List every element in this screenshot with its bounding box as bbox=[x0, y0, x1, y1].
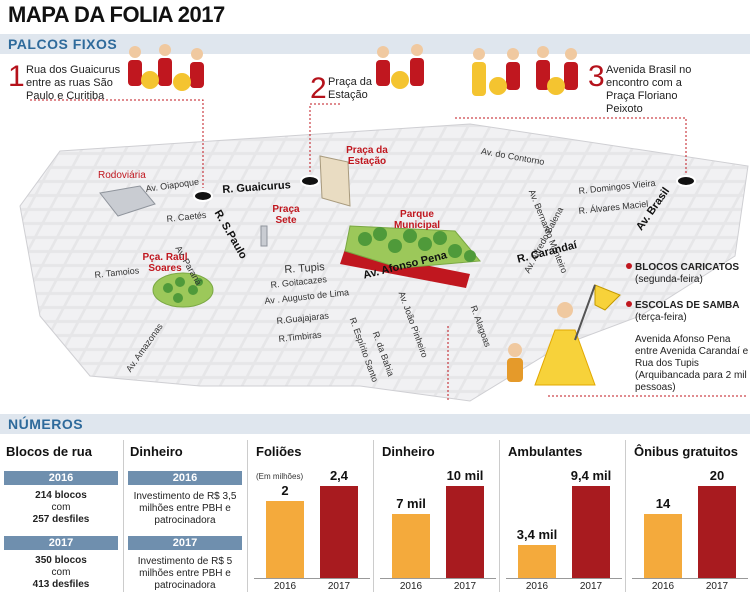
bar-value-label: 7 mil bbox=[396, 496, 426, 511]
bar-value-label: 3,4 mil bbox=[516, 527, 558, 542]
bar-year-label: 2017 bbox=[453, 581, 477, 592]
bar-2017 bbox=[698, 486, 736, 578]
bar-2016 bbox=[266, 501, 304, 578]
dinheiro-year-2016: 2016 bbox=[128, 471, 242, 485]
praca-estacao-building bbox=[319, 155, 351, 207]
place-praca-sete: Praça Sete bbox=[272, 204, 300, 226]
bar-2017 bbox=[320, 486, 358, 578]
place-rodoviaria: Rodoviária bbox=[98, 170, 146, 181]
legend-escolas: ESCOLAS DE SAMBA (terça-feira) Avenida A… bbox=[626, 300, 750, 394]
bloco-drummers-1 bbox=[128, 44, 204, 91]
bar-value-label: 2 bbox=[281, 483, 289, 498]
bar-year-label: 2016 bbox=[273, 581, 297, 592]
bar-2017 bbox=[446, 486, 484, 578]
rodoviaria-building bbox=[99, 185, 156, 217]
blocos-2016-text: 214 blocos com 257 desfiles bbox=[32, 490, 90, 525]
bar-year-label: 2017 bbox=[579, 581, 603, 592]
stage-markers bbox=[193, 175, 696, 202]
blocos-2017-text: 350 blocos com 413 desfiles bbox=[32, 555, 90, 590]
dinheiro-year-2017: 2017 bbox=[128, 536, 242, 550]
legend-dot-icon bbox=[626, 301, 632, 307]
blocos-year-2017: 2017 bbox=[4, 536, 118, 550]
bar-value-label: 10 mil bbox=[446, 468, 484, 483]
chart-unit-note: (Em milhões) bbox=[256, 472, 304, 481]
bar-2016 bbox=[392, 514, 430, 578]
numeros-section-bar bbox=[0, 414, 750, 434]
palcos-section-bar bbox=[0, 34, 750, 54]
bar-year-label: 2016 bbox=[399, 581, 423, 592]
bloco-drummers-2 bbox=[376, 44, 424, 89]
bloco-drummers-3 bbox=[472, 46, 578, 96]
chart-axis bbox=[254, 578, 370, 579]
stage-2-text: Praça da Estação bbox=[328, 76, 373, 101]
stage-1-text: Rua dos Guaicurus entre as ruas São Paul… bbox=[26, 64, 121, 102]
samba-dancers bbox=[507, 284, 621, 386]
blocos-year-2016: 2016 bbox=[4, 471, 118, 485]
dinheiro-text-title: Dinheiro bbox=[130, 444, 183, 459]
bar-value-label: 14 bbox=[655, 496, 671, 511]
legend-blocos: BLOCOS CARICATOS (segunda-feira) bbox=[626, 262, 750, 286]
bar-2017 bbox=[572, 486, 610, 578]
bar-year-label: 2017 bbox=[327, 581, 351, 592]
stage-3-text: Avenida Brasil no encontro com a Praça F… bbox=[606, 64, 692, 115]
stage-2-number: 2 bbox=[310, 72, 327, 105]
chart-title-1: Dinheiro bbox=[382, 444, 435, 459]
bar-year-label: 2016 bbox=[525, 581, 549, 592]
bar-year-label: 2017 bbox=[705, 581, 729, 592]
place-pca-raul-soares: Pça. Raul Soares bbox=[142, 252, 188, 274]
bar-value-label: 2,4 bbox=[329, 468, 349, 483]
legend-dot-icon bbox=[626, 263, 632, 269]
dinheiro-2016-text: Investimento de R$ 3,5 milhões entre PBH… bbox=[133, 491, 237, 526]
chart-title-0: Foliões bbox=[256, 444, 302, 459]
place-praca-estacao: Praça da Estação bbox=[346, 145, 388, 167]
blocos-title: Blocos de rua bbox=[6, 444, 92, 459]
bar-value-label: 20 bbox=[709, 468, 725, 483]
stage-3-number: 3 bbox=[588, 60, 605, 93]
numeros-heading: NÚMEROS bbox=[8, 416, 84, 432]
place-parque-municipal: Parque Municipal bbox=[393, 209, 441, 231]
palcos-heading: PALCOS FIXOS bbox=[8, 36, 118, 52]
bar-2016 bbox=[518, 545, 556, 578]
chart-axis bbox=[632, 578, 748, 579]
stage-1-number: 1 bbox=[8, 60, 25, 93]
bar-year-label: 2016 bbox=[651, 581, 675, 592]
chart-axis bbox=[380, 578, 496, 579]
dinheiro-2017-text: Investimento de R$ 5 milhões entre PBH e… bbox=[137, 556, 233, 591]
chart-title-2: Ambulantes bbox=[508, 444, 583, 459]
chart-title-3: Ônibus gratuitos bbox=[634, 444, 738, 459]
page-title: MAPA DA FOLIA 2017 bbox=[8, 2, 225, 27]
bar-2016 bbox=[644, 514, 682, 578]
bar-value-label: 9,4 mil bbox=[570, 468, 612, 483]
chart-axis bbox=[506, 578, 622, 579]
